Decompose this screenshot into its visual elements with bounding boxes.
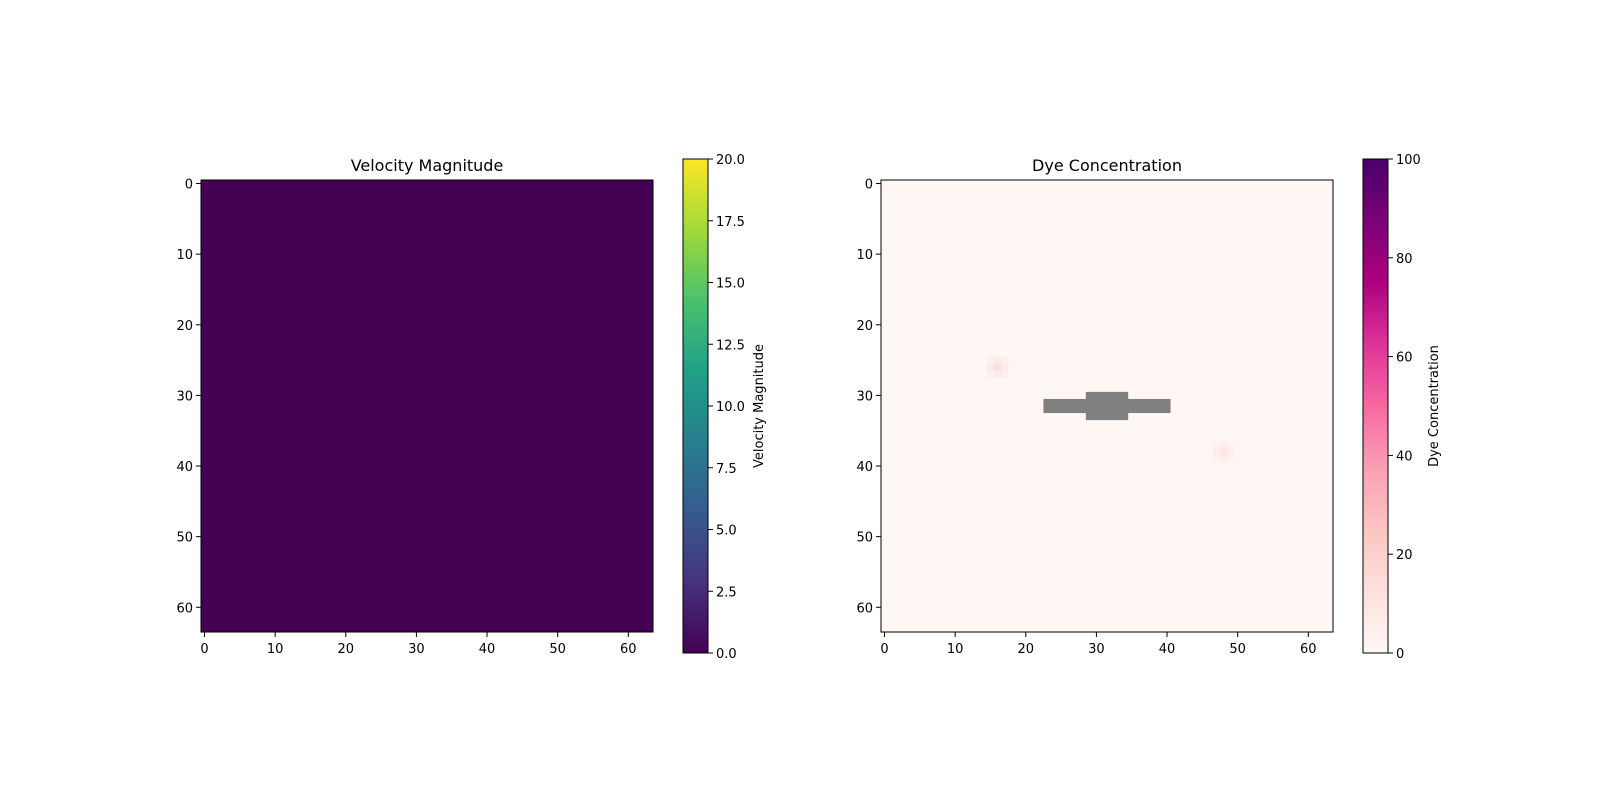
dye-cell [1227,441,1235,449]
velocity-colorbar-gradient [682,158,709,654]
dye-cell [986,370,995,379]
dye-cell [986,356,995,364]
colorbar-tick-label: 40 [1396,449,1413,464]
dye-cell [1220,462,1228,470]
x-tick-label: 20 [338,642,355,657]
dye-cell [1234,448,1242,456]
colorbar-tick-label: 20.0 [716,153,745,168]
y-tick-label: 0 [865,178,873,193]
y-tick-label: 10 [856,248,873,263]
dye-cell [979,363,988,371]
y-tick-label: 10 [176,248,193,263]
y-tick-label: 40 [856,460,873,475]
colorbar-tick-label: 100 [1396,153,1421,168]
y-tick-label: 50 [176,531,193,546]
y-tick-label: 30 [856,389,873,404]
velocity-panel: Velocity Magnitude 0 10 20 30 40 50 60 0 10 20 30… [176,156,654,657]
colorbar-tick-label: 17.5 [716,215,745,230]
colorbar-tick-label: 7.5 [716,462,737,477]
dye-cell [1008,363,1016,371]
dye-colorbar-label: Dye Concentration [1427,345,1442,467]
dye-x-ticks: 0 10 20 30 40 50 60 [880,632,1317,657]
dye-title: Dye Concentration [1032,156,1182,175]
dye-cell [1227,455,1235,463]
colorbar-tick-label: 15.0 [716,277,745,292]
dye-colorbar: 0 20 40 60 80 100 Dye Concentration [1362,153,1442,662]
dye-cell [1220,434,1228,442]
y-tick-label: 60 [176,601,193,616]
dye-cell [994,356,1002,364]
x-tick-label: 50 [1229,642,1246,657]
colorbar-tick-label: 60 [1396,351,1413,366]
colorbar-tick-label: 2.5 [716,585,737,600]
dye-cell [1227,448,1235,456]
colorbar-tick-label: 10.0 [716,400,745,415]
dye-cell [1220,448,1228,456]
obstacle [1085,391,1129,421]
velocity-y-ticks: 0 10 20 30 40 50 60 [176,178,201,616]
velocity-heatmap [201,180,653,632]
y-tick-label: 40 [176,460,193,475]
x-tick-label: 40 [479,642,496,657]
dye-cell [994,377,1002,386]
velocity-title: Velocity Magnitude [351,156,504,175]
colorbar-tick-label: 80 [1396,252,1413,267]
x-tick-label: 10 [267,642,284,657]
x-tick-label: 50 [549,642,566,657]
x-tick-label: 10 [947,642,964,657]
dye-cell [1205,448,1214,456]
dye-cell [1001,370,1009,379]
dye-cell [1001,363,1009,371]
colorbar-tick-label: 20 [1396,548,1413,563]
dye-heatmap [881,180,1333,632]
dye-cell [994,349,1002,357]
dye-cell [986,363,995,371]
colorbar-tick-label: 5.0 [716,524,737,539]
velocity-axes-frame [200,179,654,633]
x-tick-label: 0 [200,642,208,657]
dye-axes-frame [880,179,1334,633]
dye-colorbar-ticks: 0 20 40 60 80 100 [1388,153,1421,662]
dye-colorbar-gradient [1362,158,1389,654]
velocity-colorbar-ticks: 0.0 2.5 5.0 7.5 10.0 12.5 15.0 17.5 20.0 [708,153,745,662]
dye-panel: Dye Concentration 0 10 20 30 40 50 60 0 10 20 30 4… [856,156,1334,657]
y-tick-label: 30 [176,389,193,404]
dye-cell [994,363,1002,371]
dye-cell [1220,455,1228,463]
y-tick-label: 60 [856,601,873,616]
dye-cell [1212,441,1221,449]
velocity-colorbar-label: Velocity Magnitude [752,344,767,468]
dye-cell [1212,448,1221,456]
dye-cell [1001,356,1009,364]
x-tick-label: 20 [1018,642,1035,657]
velocity-x-ticks: 0 10 20 30 40 50 60 [200,632,637,657]
x-tick-label: 60 [1300,642,1317,657]
dye-cell [1220,441,1228,449]
colorbar-tick-label: 0 [1396,647,1404,662]
x-tick-label: 0 [880,642,888,657]
colorbar-tick-label: 0.0 [716,647,737,662]
x-tick-label: 60 [620,642,637,657]
x-tick-label: 30 [408,642,425,657]
velocity-colorbar: 0.0 2.5 5.0 7.5 10.0 12.5 15.0 17.5 20.0 Velocit… [682,153,767,662]
y-tick-label: 50 [856,531,873,546]
heatmap-background [201,180,653,632]
dye-cell [1212,455,1221,463]
y-tick-label: 20 [856,319,873,334]
x-tick-label: 30 [1088,642,1105,657]
y-tick-label: 0 [185,178,193,193]
colorbar-tick-label: 12.5 [716,338,745,353]
y-tick-label: 20 [176,319,193,334]
dye-cell [994,370,1002,379]
x-tick-label: 40 [1159,642,1176,657]
dye-y-ticks: 0 10 20 30 40 50 60 [856,178,881,616]
